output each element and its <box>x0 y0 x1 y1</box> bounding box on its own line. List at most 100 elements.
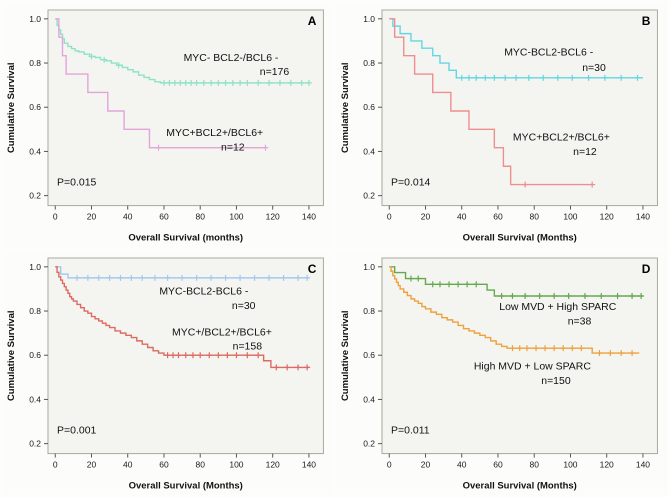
x-tick-label: 80 <box>195 212 205 222</box>
y-tick-label: 0.8 <box>29 58 41 68</box>
x-tick-label: 0 <box>53 459 58 469</box>
y-axis-label: Cumulative Survival <box>6 310 17 401</box>
series-n-label: n=30 <box>232 300 256 311</box>
series-label: MYC+BCL2+/BCL6+ <box>166 128 263 139</box>
x-tick-label: 100 <box>563 212 577 222</box>
x-tick-label: 0 <box>386 212 391 222</box>
x-tick-label: 0 <box>386 459 391 469</box>
series-label: Low MVD + High SPARC <box>499 301 616 312</box>
p-value-label: P=0.014 <box>391 178 430 189</box>
survival-chart-d: 0.2 0.4 0.6 0.8 1.0 0 20 40 60 80 100 120 140 Overall… <box>340 256 658 491</box>
x-tick-label: 140 <box>302 212 316 222</box>
series-n-label: n=150 <box>541 375 571 386</box>
series-n-label: n=176 <box>260 67 290 78</box>
y-tick-label: 1.0 <box>29 261 41 271</box>
y-axis-label: Cumulative Survival <box>340 310 351 401</box>
x-axis-label: Overall Survival (Months) <box>462 233 576 244</box>
x-tick-label: 40 <box>123 212 133 222</box>
y-tick-label: 0.6 <box>29 350 41 360</box>
x-tick-label: 60 <box>159 212 169 222</box>
y-tick-label: 1.0 <box>363 14 375 24</box>
x-tick-label: 40 <box>123 459 133 469</box>
p-value-label: P=0.001 <box>57 425 96 436</box>
x-tick-label: 60 <box>493 212 503 222</box>
panel-letter: C <box>308 261 317 275</box>
y-tick-label: 0.8 <box>363 58 375 68</box>
x-tick-label: 60 <box>493 459 503 469</box>
x-tick-label: 60 <box>159 459 169 469</box>
x-tick-label: 120 <box>599 459 613 469</box>
x-tick-label: 40 <box>457 459 467 469</box>
x-tick-label: 20 <box>420 212 430 222</box>
plot-area <box>47 9 324 207</box>
series-label: MYC- BCL2-/BCL6 - <box>184 53 279 64</box>
y-tick-label: 0.8 <box>29 306 41 316</box>
survival-chart-c: 0.2 0.4 0.6 0.8 1.0 0 20 40 60 80 100 120 140 Overall… <box>6 256 324 491</box>
survival-curve <box>388 265 643 297</box>
y-tick-label: 0.4 <box>29 146 41 156</box>
x-tick-label: 140 <box>635 212 649 222</box>
y-tick-label: 0.4 <box>29 394 41 404</box>
y-axis-label: Cumulative Survival <box>340 63 351 154</box>
km-panel-a: 0.2 0.4 0.6 0.8 1.0 0 20 40 60 80 100 120 140 Overall… <box>2 2 334 248</box>
series-n-label: n=38 <box>567 316 591 327</box>
y-tick-label: 0.4 <box>363 146 375 156</box>
y-tick-label: 0.6 <box>363 102 375 112</box>
y-tick-label: 0.6 <box>29 102 41 112</box>
x-axis-label: Overall Survival (months) <box>128 233 243 244</box>
plot-area <box>380 9 658 207</box>
y-tick-label: 0.4 <box>363 394 375 404</box>
km-panel-b: 0.2 0.4 0.6 0.8 1.0 0 20 40 60 80 100 120 140 Overall… <box>335 2 667 248</box>
survival-curve <box>388 18 592 186</box>
y-tick-label: 0.6 <box>363 350 375 360</box>
x-tick-label: 80 <box>195 459 205 469</box>
y-tick-label: 1.0 <box>29 14 41 24</box>
p-value-label: P=0.015 <box>57 178 96 189</box>
y-tick-label: 0.8 <box>363 306 375 316</box>
x-tick-label: 40 <box>457 212 467 222</box>
p-value-label: P=0.011 <box>391 425 430 436</box>
x-tick-label: 80 <box>529 459 539 469</box>
x-tick-label: 120 <box>266 212 280 222</box>
km-panel-d: 0.2 0.4 0.6 0.8 1.0 0 20 40 60 80 100 120 140 Overall… <box>335 249 667 495</box>
series-label: MYC-BCL2-BCL6 - <box>159 286 249 297</box>
x-tick-label: 120 <box>266 459 280 469</box>
series-label: MYC+/BCL2+/BCL6+ <box>172 327 272 338</box>
x-tick-label: 20 <box>87 212 97 222</box>
y-tick-label: 0.2 <box>29 438 41 448</box>
survival-curve <box>388 265 639 354</box>
y-axis-label: Cumulative Survival <box>6 63 17 154</box>
plot-area <box>380 256 658 454</box>
x-axis-label: Overall Survival (Months) <box>462 480 576 491</box>
km-panel-c: 0.2 0.4 0.6 0.8 1.0 0 20 40 60 80 100 120 140 Overall… <box>2 249 334 495</box>
survival-chart-a: 0.2 0.4 0.6 0.8 1.0 0 20 40 60 80 100 120 140 Overall… <box>6 9 324 244</box>
series-label: MYC-BCL2-BCL6 - <box>504 47 594 58</box>
survival-curve <box>55 265 309 368</box>
series-label: MYC+BCL2+/BCL6+ <box>512 132 609 143</box>
series-n-label: n=12 <box>221 142 245 153</box>
x-tick-label: 100 <box>229 212 243 222</box>
x-tick-label: 0 <box>53 212 58 222</box>
x-tick-label: 100 <box>563 459 577 469</box>
y-tick-label: 0.2 <box>363 191 375 201</box>
panel-letter: A <box>308 14 317 28</box>
y-tick-label: 0.2 <box>363 438 375 448</box>
x-tick-label: 20 <box>87 459 97 469</box>
x-tick-label: 80 <box>529 212 539 222</box>
x-tick-label: 140 <box>302 459 316 469</box>
y-tick-label: 0.2 <box>29 191 41 201</box>
panel-letter: B <box>641 14 650 28</box>
survival-chart-b: 0.2 0.4 0.6 0.8 1.0 0 20 40 60 80 100 120 140 Overall… <box>340 9 658 244</box>
panel-letter: D <box>641 261 650 275</box>
x-tick-label: 100 <box>229 459 243 469</box>
x-tick-label: 140 <box>635 459 649 469</box>
x-tick-label: 20 <box>420 459 430 469</box>
series-n-label: n=30 <box>582 63 606 74</box>
x-tick-label: 120 <box>599 212 613 222</box>
y-tick-label: 1.0 <box>363 261 375 271</box>
survival-curve <box>388 18 643 79</box>
survival-curve <box>55 18 266 149</box>
x-axis-label: Overall Survival (Months) <box>129 480 243 491</box>
series-label: High MVD + Low SPARC <box>473 361 590 372</box>
